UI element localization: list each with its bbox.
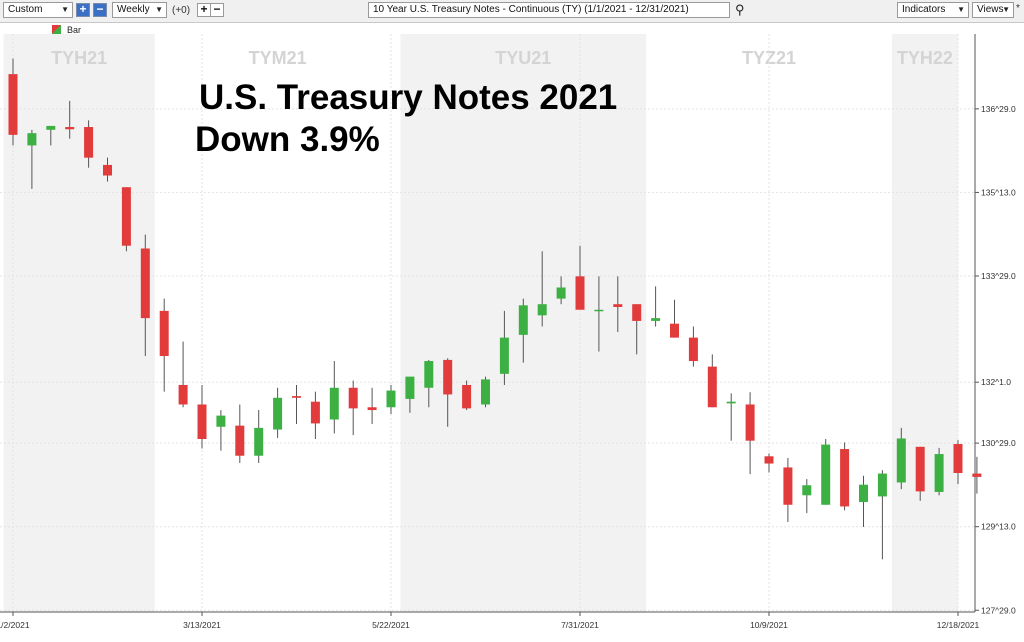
candle-body <box>178 384 188 405</box>
candle-body <box>821 444 831 505</box>
overlay-subtitle: Down 3.9% <box>195 120 380 159</box>
contract-band <box>891 34 958 612</box>
offset-plus-button[interactable]: + <box>197 3 211 17</box>
candle-body <box>8 74 18 135</box>
contract-label: TYH22 <box>897 48 953 68</box>
candle-body <box>726 401 736 404</box>
x-tick-label: 3/13/2021 <box>183 620 221 630</box>
x-tick-label: 12/18/2021 <box>937 620 980 630</box>
candle-body <box>27 133 37 146</box>
chevron-down-icon: ▼ <box>155 5 163 14</box>
views-button[interactable]: Views ▼ <box>972 2 1014 18</box>
period-select[interactable]: Weekly ▼ <box>112 2 167 18</box>
candle-body <box>424 361 434 388</box>
candle-body <box>670 323 679 338</box>
candle-body <box>273 397 283 430</box>
bar-series-icon <box>52 25 61 34</box>
candle-body <box>103 164 112 176</box>
contract-label: TYU21 <box>495 48 551 68</box>
candle-body <box>688 337 698 362</box>
candle-body <box>594 309 604 312</box>
offset-label: (+0) <box>172 5 191 16</box>
candle-body <box>859 484 868 502</box>
y-tick-label: 136^29.0 <box>981 104 1016 114</box>
y-tick-label: 127^29.0 <box>981 605 1016 615</box>
candle-body <box>934 454 944 492</box>
candle-body <box>443 359 453 395</box>
contract-band <box>3 34 155 612</box>
candle-body <box>802 485 812 496</box>
views-label: Views <box>977 4 1004 15</box>
candle-body <box>518 305 528 335</box>
legend-label: Bar <box>67 25 82 35</box>
candle-body <box>764 456 774 464</box>
y-tick-label: 135^13.0 <box>981 187 1016 197</box>
candle-body <box>462 384 472 409</box>
candle-body <box>292 396 301 398</box>
x-tick-label: 7/31/2021 <box>561 620 599 630</box>
candle-body <box>972 473 982 477</box>
candle-body <box>651 318 661 321</box>
views-modified-marker: * <box>1016 3 1020 14</box>
price-chart[interactable]: TYH21 TYM21 TYU21 TYZ21 TYH22127^29.0129^13.… <box>0 34 1024 642</box>
chevron-down-icon: ▼ <box>1002 5 1010 14</box>
candle-body <box>216 415 226 427</box>
chevron-down-icon: ▼ <box>61 5 69 14</box>
candle-body <box>783 467 793 505</box>
candle-body <box>197 404 207 440</box>
candle-body <box>556 287 566 299</box>
offset-minus-button[interactable]: − <box>210 3 224 17</box>
y-tick-label: 129^13.0 <box>981 522 1016 532</box>
zoom-in-button[interactable]: + <box>76 3 90 17</box>
candle-body <box>159 310 169 357</box>
candle-body <box>84 127 94 158</box>
candle-body <box>405 376 415 399</box>
contract-label: TYM21 <box>249 48 307 68</box>
candle-body <box>65 127 75 130</box>
candle-body <box>613 304 623 307</box>
y-tick-label: 132^1.0 <box>981 377 1011 387</box>
legend: Bar <box>52 25 81 35</box>
x-tick-label: 1/2/2021 <box>0 620 30 630</box>
overlay-title: U.S. Treasury Notes 2021 <box>199 78 618 117</box>
candle-body <box>707 366 717 408</box>
candle-body <box>348 387 358 409</box>
indicators-button[interactable]: Indicators ▼ <box>897 2 969 18</box>
candle-body <box>481 379 490 405</box>
candle-body <box>329 387 339 420</box>
x-tick-label: 5/22/2021 <box>372 620 410 630</box>
candle-body <box>46 125 56 130</box>
x-tick-label: 10/9/2021 <box>750 620 788 630</box>
candle-body <box>840 449 850 507</box>
candle-body <box>915 446 925 492</box>
toolbar: Custom ▼ + − Weekly ▼ (+0) + − 10 Year U… <box>0 0 1024 23</box>
candle-body <box>745 404 755 441</box>
chart-style-select[interactable]: Custom ▼ <box>3 2 73 18</box>
period-value: Weekly <box>117 4 150 15</box>
y-tick-label: 130^29.0 <box>981 438 1016 448</box>
candle-body <box>254 427 264 456</box>
chart-style-value: Custom <box>8 4 43 15</box>
zoom-out-button[interactable]: − <box>93 3 107 17</box>
candle-body <box>632 304 642 321</box>
search-icon[interactable]: ⚲ <box>735 2 745 17</box>
y-tick-label: 133^29.0 <box>981 271 1016 281</box>
candle-body <box>235 425 245 456</box>
candle-body <box>499 337 509 374</box>
candle-body <box>877 473 887 497</box>
candle-body <box>367 407 377 411</box>
chevron-down-icon: ▼ <box>957 5 965 14</box>
candle-body <box>537 304 547 316</box>
contract-label: TYH21 <box>51 48 107 68</box>
candle-body <box>386 390 396 408</box>
candle-body <box>310 401 320 424</box>
indicators-label: Indicators <box>902 4 946 15</box>
candle-body <box>896 438 906 483</box>
symbol-input[interactable]: 10 Year U.S. Treasury Notes - Continuous… <box>368 2 730 18</box>
candle-body <box>953 444 963 474</box>
candle-body <box>140 248 150 319</box>
candle-body <box>121 187 131 246</box>
candle-body <box>575 276 585 310</box>
